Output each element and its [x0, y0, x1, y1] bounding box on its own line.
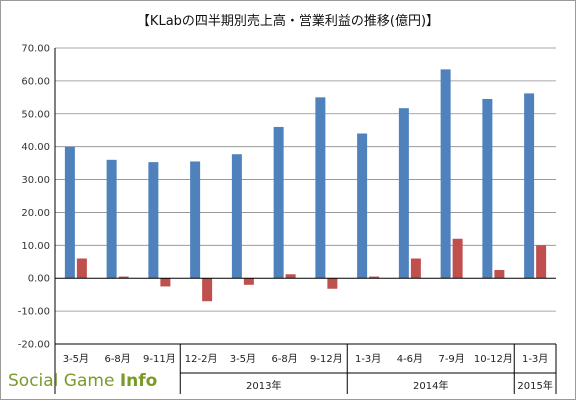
category-label: 6-8月	[104, 353, 130, 365]
bar-operating-profit-2	[160, 278, 171, 287]
bar-revenue-7	[357, 133, 368, 279]
bar-revenue-0	[64, 146, 75, 279]
bar-revenue-9	[440, 69, 451, 279]
y-tick-label: 20.00	[21, 208, 50, 219]
bar-revenue-10	[482, 98, 493, 279]
y-axis-ticks: -20.00 -10.00 0.00 10.00 20.00 30.00 40.00 50.0…	[18, 44, 50, 351]
category-label: 10-12月	[474, 353, 513, 365]
category-axis: 3-5月 6-8月 9-11月 12-2月 3-5月 6-8月 9-12月 1-3月 4-6月 7…	[54, 48, 557, 394]
bar-operating-profit-1	[118, 276, 129, 279]
category-label: 9-12月	[310, 353, 343, 365]
bar-revenue-2	[148, 162, 159, 279]
category-label: 7-9月	[438, 353, 464, 365]
bar-operating-profit-8	[410, 258, 421, 279]
y-tick-label: 0.00	[28, 274, 50, 285]
y-tick-label: 50.00	[21, 109, 50, 120]
bar-operating-profit-6	[327, 278, 338, 289]
bar-operating-profit-11	[536, 245, 547, 279]
category-label: 3-5月	[230, 353, 256, 365]
y-tick-label: 30.00	[21, 175, 50, 186]
watermark-logo: Social Game Info	[8, 371, 157, 391]
watermark-suffix: Info	[120, 371, 158, 391]
bar-operating-profit-4	[243, 278, 254, 285]
year-group-label: 2014年	[413, 379, 448, 392]
bar-revenue-3	[190, 161, 201, 279]
category-label: 12-2月	[185, 353, 218, 365]
bar-operating-profit-9	[452, 238, 463, 279]
y-tick-label: 10.00	[21, 241, 50, 252]
bar-revenue-8	[398, 108, 409, 279]
y-tick-label: -10.00	[18, 307, 50, 318]
category-label: 3-5月	[63, 353, 89, 365]
bar-revenue-4	[231, 154, 242, 279]
category-label: 6-8月	[271, 353, 297, 365]
bar-revenue-1	[106, 159, 117, 279]
watermark-prefix: Social Game	[8, 371, 120, 391]
bar-operating-profit-3	[202, 278, 213, 302]
bar-operating-profit-10	[494, 270, 505, 279]
y-tick-label: -20.00	[18, 340, 50, 351]
y-tick-label: 70.00	[21, 44, 50, 55]
bar-operating-profit-0	[76, 258, 87, 279]
svg-text:Social Game Info: Social Game Info	[8, 371, 157, 391]
y-tick-label: 60.00	[21, 76, 50, 87]
bar-operating-profit-7	[369, 276, 380, 279]
chart-title: 【KLabの四半期別売上高・営業利益の推移(億円)】	[137, 13, 439, 29]
category-label: 9-11月	[143, 353, 176, 365]
bars	[64, 69, 547, 302]
bar-revenue-11	[524, 93, 535, 279]
bar-revenue-5	[273, 126, 284, 279]
bar-operating-profit-5	[285, 274, 296, 279]
year-group-label: 2015年	[517, 379, 552, 392]
bar-revenue-6	[315, 97, 326, 279]
year-group-label: 2013年	[246, 379, 281, 392]
category-label: 1-3月	[355, 353, 381, 365]
category-label: 4-6月	[397, 353, 423, 365]
category-label: 1-3月	[522, 353, 548, 365]
y-tick-label: 40.00	[21, 142, 50, 153]
